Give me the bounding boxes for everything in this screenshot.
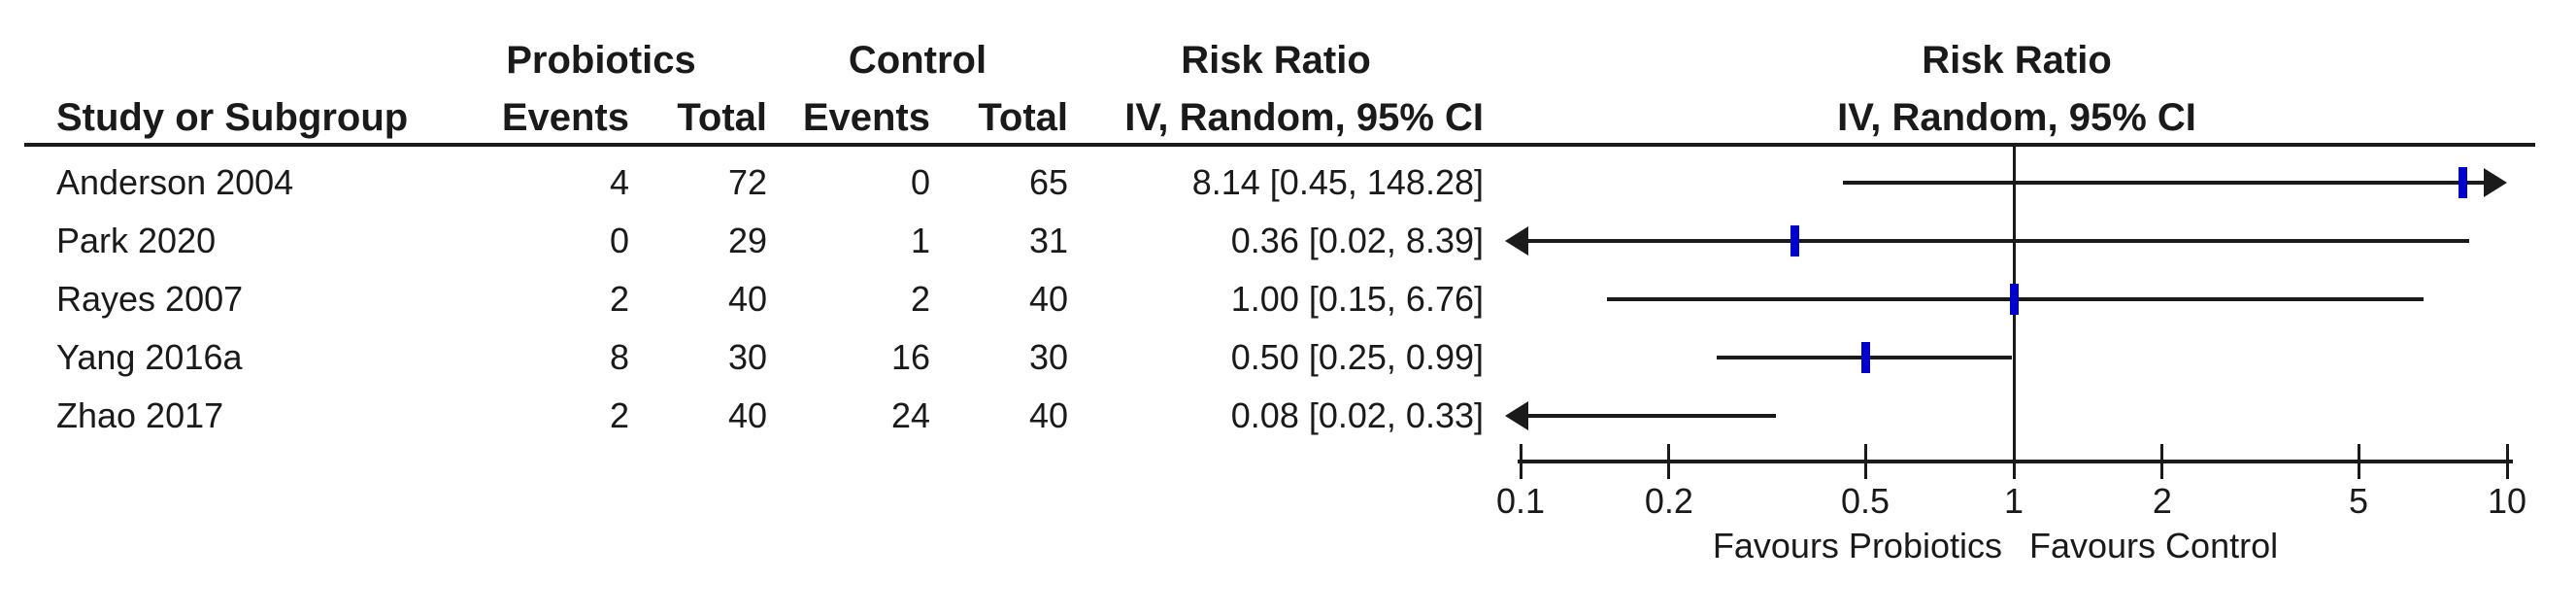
probiotics-events-value: 2 bbox=[609, 395, 629, 435]
header-rule bbox=[24, 143, 2535, 147]
control-events-value: 24 bbox=[890, 395, 930, 435]
axis-tick-label: 1 bbox=[2003, 481, 2024, 521]
effect-marker bbox=[2009, 284, 2019, 315]
probiotics-total-value: 30 bbox=[727, 337, 767, 377]
control-total-value: 65 bbox=[1028, 162, 1068, 202]
plot-header-title: Risk Ratio bbox=[1922, 39, 2112, 82]
axis-tick bbox=[2505, 444, 2509, 479]
table-row: Rayes 2007 2 40 2 40 1.00 [0.15, 6.76] bbox=[0, 270, 1495, 328]
column-header-events-probiotics: Events bbox=[501, 96, 629, 139]
probiotics-total-value: 40 bbox=[727, 395, 767, 435]
study-label: Park 2020 bbox=[56, 221, 217, 260]
axis-tick bbox=[2012, 444, 2016, 479]
effect-marker bbox=[2459, 167, 2468, 198]
risk-ratio-ci-text: 0.08 [0.02, 0.33] bbox=[1230, 395, 1484, 435]
study-label: Rayes 2007 bbox=[56, 279, 244, 319]
group-header-probiotics: Probiotics bbox=[506, 39, 696, 82]
column-header-total-control: Total bbox=[978, 96, 1068, 139]
x-axis-line bbox=[1518, 460, 2513, 463]
axis-tick-label: 0.5 bbox=[1841, 481, 1890, 521]
ci-line bbox=[1842, 181, 2484, 185]
table-row: Zhao 2017 2 40 24 40 0.08 [0.02, 0.33] bbox=[0, 387, 1495, 445]
axis-tick bbox=[2357, 444, 2360, 479]
arrow-right-icon bbox=[2484, 168, 2507, 197]
probiotics-events-value: 2 bbox=[609, 279, 629, 319]
probiotics-events-value: 8 bbox=[609, 337, 629, 377]
favours-left-label: Favours Probiotics bbox=[1712, 526, 2002, 565]
control-events-value: 0 bbox=[910, 162, 930, 202]
probiotics-events-value: 0 bbox=[609, 221, 629, 260]
axis-tick bbox=[1667, 444, 1671, 479]
column-header-study: Study or Subgroup bbox=[56, 96, 409, 139]
control-total-value: 31 bbox=[1028, 221, 1068, 260]
control-total-value: 40 bbox=[1028, 279, 1068, 319]
arrow-left-icon bbox=[1505, 401, 1528, 430]
axis-tick-label: 2 bbox=[2152, 481, 2172, 521]
axis-tick-label: 0.2 bbox=[1644, 481, 1693, 521]
axis-tick-label: 10 bbox=[2487, 481, 2527, 521]
table-row: Park 2020 0 29 1 31 0.36 [0.02, 8.39] bbox=[0, 212, 1495, 270]
table-row: Yang 2016a 8 30 16 30 0.50 [0.25, 0.99] bbox=[0, 328, 1495, 387]
control-total-value: 40 bbox=[1028, 395, 1068, 435]
control-total-value: 30 bbox=[1028, 337, 1068, 377]
probiotics-total-value: 40 bbox=[727, 279, 767, 319]
effect-header-title: Risk Ratio bbox=[1181, 39, 1371, 82]
control-events-value: 16 bbox=[890, 337, 930, 377]
risk-ratio-ci-text: 8.14 [0.45, 148.28] bbox=[1191, 162, 1484, 202]
study-label: Zhao 2017 bbox=[56, 395, 224, 435]
study-label: Yang 2016a bbox=[56, 337, 243, 377]
column-header-total-probiotics: Total bbox=[677, 96, 767, 139]
probiotics-events-value: 4 bbox=[609, 162, 629, 202]
group-header-control: Control bbox=[848, 39, 987, 82]
effect-header-method: IV, Random, 95% CI bbox=[1124, 96, 1484, 139]
probiotics-total-value: 29 bbox=[727, 221, 767, 260]
plot-header-method: IV, Random, 95% CI bbox=[1837, 96, 2196, 139]
column-header-events-control: Events bbox=[802, 96, 930, 139]
risk-ratio-ci-text: 1.00 [0.15, 6.76] bbox=[1230, 279, 1484, 319]
control-events-value: 2 bbox=[910, 279, 930, 319]
favours-right-label: Favours Control bbox=[2029, 526, 2279, 565]
effect-marker bbox=[1790, 225, 1800, 257]
effect-marker bbox=[1860, 342, 1870, 373]
risk-ratio-ci-text: 0.50 [0.25, 0.99] bbox=[1230, 337, 1484, 377]
arrow-left-icon bbox=[1505, 226, 1528, 256]
axis-tick bbox=[1863, 444, 1867, 479]
ci-line bbox=[1528, 239, 2470, 243]
study-label: Anderson 2004 bbox=[56, 162, 294, 202]
axis-tick bbox=[1519, 444, 1522, 479]
ci-line bbox=[1528, 414, 1777, 418]
control-events-value: 1 bbox=[910, 221, 930, 260]
risk-ratio-ci-text: 0.36 [0.02, 8.39] bbox=[1230, 221, 1484, 260]
axis-tick-label: 0.1 bbox=[1495, 481, 1546, 521]
table-row: Anderson 2004 4 72 0 65 8.14 [0.45, 148.… bbox=[0, 154, 1495, 212]
axis-tick-label: 5 bbox=[2349, 481, 2369, 521]
probiotics-total-value: 72 bbox=[727, 162, 767, 202]
axis-tick bbox=[2160, 444, 2164, 479]
